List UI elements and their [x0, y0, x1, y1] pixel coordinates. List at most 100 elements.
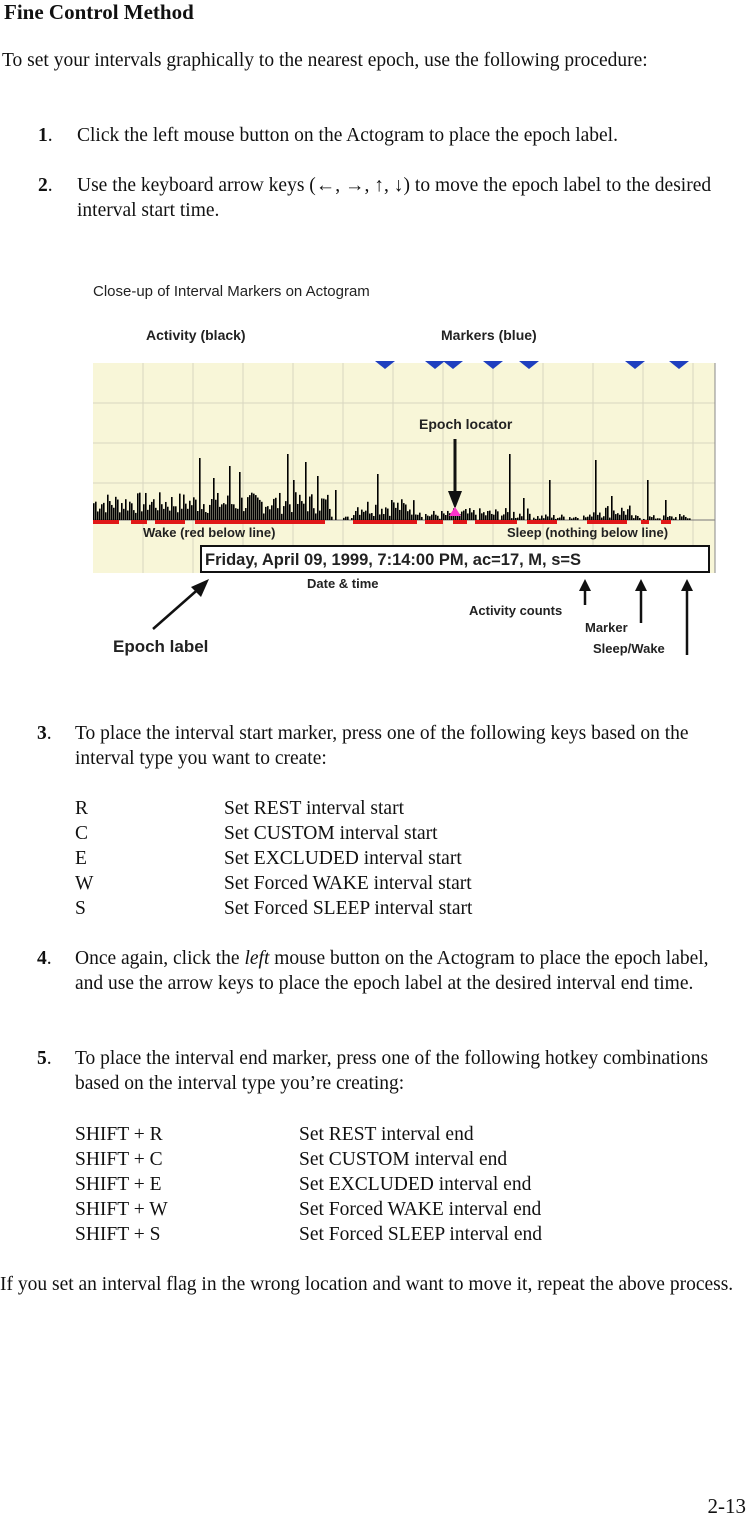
activity-bar [221, 504, 223, 520]
activity-bar [503, 514, 505, 520]
activity-bar [643, 518, 645, 520]
actogram-closeup-image: Activity (black) Markers (blue) Epoch lo… [93, 327, 716, 656]
activity-bar [225, 504, 227, 520]
activity-bar [585, 517, 587, 520]
activity-bar [513, 511, 515, 520]
activity-bar [589, 514, 591, 520]
activity-bar [125, 499, 127, 520]
activity-bar [385, 507, 387, 520]
activity-bar [623, 511, 625, 520]
key-description: Set CUSTOM interval end [299, 1149, 508, 1170]
activity-bar [359, 514, 361, 520]
activity-bar [601, 517, 603, 520]
activity-bar [365, 510, 367, 520]
activity-bar [179, 493, 181, 520]
activity-bar [255, 495, 257, 520]
activity-bar [175, 506, 177, 520]
activity-bar [445, 515, 447, 520]
activity-bar [653, 515, 655, 520]
activity-bar [335, 490, 337, 520]
activity-bar [667, 516, 669, 520]
marker-icon [443, 361, 463, 369]
activity-bar [543, 518, 545, 520]
activity-bar [507, 512, 509, 520]
activity-bar [599, 512, 601, 520]
activity-bar [263, 513, 265, 520]
activity-bar [307, 511, 309, 520]
key-description: Set Forced SLEEP interval end [299, 1224, 542, 1245]
activity-bar [113, 507, 115, 520]
activity-bar [367, 501, 369, 520]
activity-bar [489, 510, 491, 520]
activity-bar [321, 498, 323, 520]
activity-bar [243, 511, 245, 520]
activity-bar [621, 507, 623, 520]
activity-bar [431, 514, 433, 520]
activity-bar [213, 478, 215, 520]
key-description: Set CUSTOM interval start [224, 823, 438, 844]
closing-paragraph: If you set an interval flag in the wrong… [0, 1274, 734, 1295]
step-3-text: To place the interval start marker, pres… [75, 723, 689, 769]
key-row: S Set Forced SLEEP interval start [75, 896, 675, 921]
activity-bar [481, 513, 483, 520]
activity-bar [181, 508, 183, 520]
activity-bar [557, 517, 559, 520]
key-row: E Set EXCLUDED interval start [75, 846, 675, 871]
page-heading: Fine Control Method [4, 0, 194, 24]
activity-bar [429, 516, 431, 520]
activity-bar [679, 514, 681, 520]
activity-bar [141, 511, 143, 520]
activity-bar [309, 496, 311, 520]
activity-bar [103, 502, 105, 520]
activity-bar [659, 518, 661, 520]
key-row: W Set Forced WAKE interval start [75, 871, 675, 896]
activity-bar [101, 504, 103, 520]
activity-bar [405, 504, 407, 520]
activity-bar [479, 508, 481, 520]
activity-bar [595, 460, 597, 520]
activity-bars [93, 454, 691, 520]
key-name: S [75, 898, 86, 919]
activity-bar [311, 494, 313, 520]
activity-bar [291, 512, 293, 520]
activity-bar [419, 512, 421, 520]
activity-bar [205, 512, 207, 520]
key-name: SHIFT + R [75, 1124, 163, 1145]
activity-bar [299, 494, 301, 520]
activity-bar [329, 508, 331, 520]
activity-bar [351, 518, 353, 520]
activity-bar [111, 504, 113, 520]
activity-bar [619, 514, 621, 520]
arrowhead-icon [191, 579, 209, 597]
activity-bar [245, 508, 247, 520]
activity-bar [685, 516, 687, 520]
activity-bar [139, 492, 141, 520]
arrowhead-icon [579, 579, 591, 591]
activity-bar [127, 510, 129, 520]
activity-bar [117, 499, 119, 520]
activity-bar [491, 513, 493, 520]
activity-bar [545, 514, 547, 520]
activity-bar [173, 506, 175, 520]
activity-bar [683, 515, 685, 520]
activity-bar [249, 495, 251, 520]
activity-bar [147, 509, 149, 520]
activity-bar [587, 516, 589, 520]
wake-segments [93, 520, 671, 524]
activity-bar [397, 502, 399, 520]
activity-bar [281, 513, 283, 520]
activity-bar [615, 514, 617, 520]
activity-bar [295, 492, 297, 520]
activity-bar [669, 516, 671, 520]
activity-bar [271, 505, 273, 520]
activity-bar [279, 492, 281, 520]
activity-bar [191, 505, 193, 520]
activity-bar [563, 516, 565, 520]
marker-icon [669, 361, 689, 369]
activity-bar [345, 516, 347, 520]
activity-bar [527, 508, 529, 520]
key-name: E [75, 848, 87, 869]
activity-bar [343, 517, 345, 520]
activity-bar [209, 504, 211, 520]
activity-bar [473, 510, 475, 520]
